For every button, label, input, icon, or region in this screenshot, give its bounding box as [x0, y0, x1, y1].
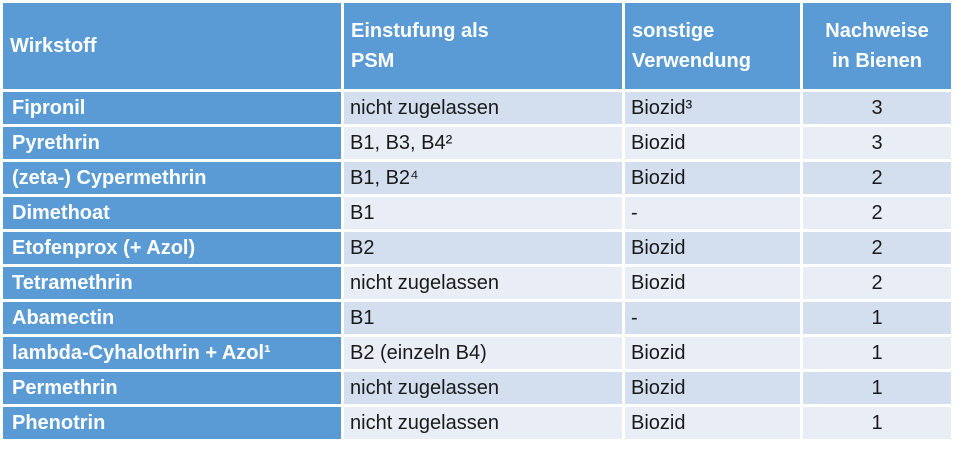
- table-row: Fipronil nicht zugelassen Biozid³ 3: [3, 92, 951, 124]
- col-header-verwendung-line1: sonstige: [632, 20, 715, 42]
- cell-verwendung: -: [625, 302, 800, 334]
- table-row: Pyrethrin B1, B3, B4² Biozid 3: [3, 127, 951, 159]
- substances-table: Wirkstoff Einstufung als PSM sonstige Ve…: [3, 3, 951, 439]
- cell-einstufung: nicht zugelassen: [344, 372, 622, 404]
- table-row: Etofenprox (+ Azol) B2 Biozid 2: [3, 232, 951, 264]
- cell-nachweise: 1: [803, 337, 951, 369]
- table-row: lambda-Cyhalothrin + Azol¹ B2 (einzeln B…: [3, 337, 951, 369]
- col-header-sonstige-verwendung: sonstige Verwendung: [625, 3, 800, 89]
- cell-nachweise: 3: [803, 127, 951, 159]
- table-row: Dimethoat B1 - 2: [3, 197, 951, 229]
- cell-verwendung: Biozid: [625, 232, 800, 264]
- col-header-nachweise-line2: in Bienen: [831, 50, 922, 72]
- col-header-wirkstoff-label: Wirkstoff: [10, 35, 97, 57]
- cell-verwendung: Biozid³: [625, 92, 800, 124]
- cell-verwendung: Biozid: [625, 407, 800, 439]
- cell-wirkstoff: Pyrethrin: [3, 127, 341, 159]
- cell-nachweise: 1: [803, 372, 951, 404]
- cell-verwendung: Biozid: [625, 127, 800, 159]
- table-row: (zeta-) Cypermethrin B1, B2⁴ Biozid 2: [3, 162, 951, 194]
- cell-nachweise: 1: [803, 302, 951, 334]
- table-body: Fipronil nicht zugelassen Biozid³ 3 Pyre…: [3, 92, 951, 439]
- cell-verwendung: -: [625, 197, 800, 229]
- cell-nachweise: 1: [803, 407, 951, 439]
- col-header-einstufung-psm: Einstufung als PSM: [344, 3, 622, 89]
- cell-einstufung: B1: [344, 197, 622, 229]
- cell-verwendung: Biozid: [625, 267, 800, 299]
- cell-nachweise: 3: [803, 92, 951, 124]
- cell-verwendung: Biozid: [625, 162, 800, 194]
- cell-einstufung: B2: [344, 232, 622, 264]
- col-header-einstufung-line1: Einstufung als: [351, 20, 489, 42]
- table-row: Phenotrin nicht zugelassen Biozid 1: [3, 407, 951, 439]
- cell-einstufung: B1, B3, B4²: [344, 127, 622, 159]
- table-row: Tetramethrin nicht zugelassen Biozid 2: [3, 267, 951, 299]
- table-header: Wirkstoff Einstufung als PSM sonstige Ve…: [3, 3, 951, 89]
- cell-einstufung: nicht zugelassen: [344, 92, 622, 124]
- cell-einstufung: nicht zugelassen: [344, 407, 622, 439]
- cell-wirkstoff: Phenotrin: [3, 407, 341, 439]
- col-header-verwendung-line2: Verwendung: [632, 50, 751, 72]
- cell-wirkstoff: Tetramethrin: [3, 267, 341, 299]
- cell-wirkstoff: Permethrin: [3, 372, 341, 404]
- cell-wirkstoff: Dimethoat: [3, 197, 341, 229]
- cell-wirkstoff: (zeta-) Cypermethrin: [3, 162, 341, 194]
- cell-nachweise: 2: [803, 267, 951, 299]
- cell-einstufung: B1, B2⁴: [344, 162, 622, 194]
- cell-wirkstoff: Abamectin: [3, 302, 341, 334]
- cell-einstufung: B1: [344, 302, 622, 334]
- col-header-nachweise-bienen: Nachweise in Bienen: [803, 3, 951, 89]
- cell-wirkstoff: lambda-Cyhalothrin + Azol¹: [3, 337, 341, 369]
- col-header-einstufung-line2: PSM: [351, 50, 395, 72]
- cell-einstufung: nicht zugelassen: [344, 267, 622, 299]
- col-header-nachweise-line1: Nachweise: [825, 20, 929, 42]
- table-row: Abamectin B1 - 1: [3, 302, 951, 334]
- table-row: Permethrin nicht zugelassen Biozid 1: [3, 372, 951, 404]
- cell-nachweise: 2: [803, 162, 951, 194]
- cell-einstufung: B2 (einzeln B4): [344, 337, 622, 369]
- cell-nachweise: 2: [803, 232, 951, 264]
- cell-nachweise: 2: [803, 197, 951, 229]
- cell-wirkstoff: Fipronil: [3, 92, 341, 124]
- cell-wirkstoff: Etofenprox (+ Azol): [3, 232, 341, 264]
- col-header-wirkstoff: Wirkstoff: [3, 3, 341, 89]
- cell-verwendung: Biozid: [625, 372, 800, 404]
- cell-verwendung: Biozid: [625, 337, 800, 369]
- header-row: Wirkstoff Einstufung als PSM sonstige Ve…: [3, 3, 951, 89]
